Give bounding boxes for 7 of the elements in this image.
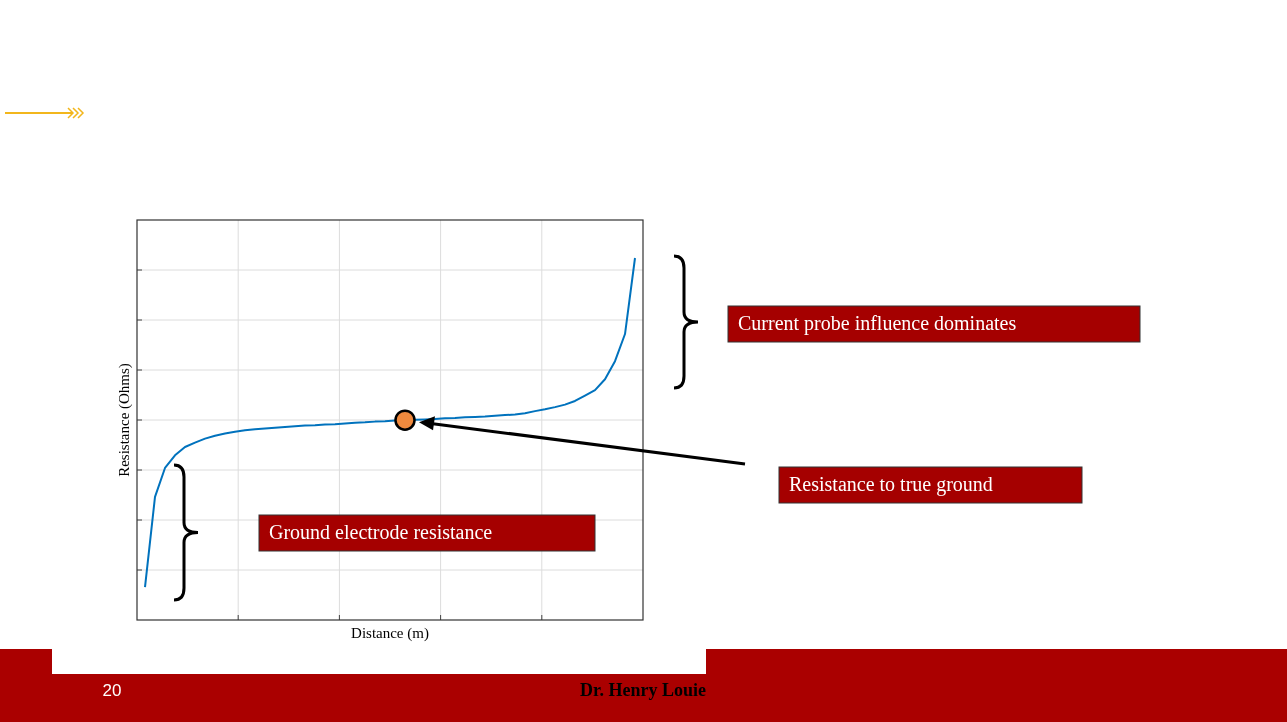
text: Resistance to true ground xyxy=(789,473,993,496)
text: 20 xyxy=(102,681,122,700)
y-axis-title: Resistance (Ohms) xyxy=(116,363,133,477)
x-axis-title: Distance (m) xyxy=(351,625,429,642)
annotation: Ground electrode resistance xyxy=(269,521,493,543)
text: Current probe influence dominates xyxy=(738,312,1017,335)
text: Dr. Henry Louie xyxy=(580,680,706,700)
